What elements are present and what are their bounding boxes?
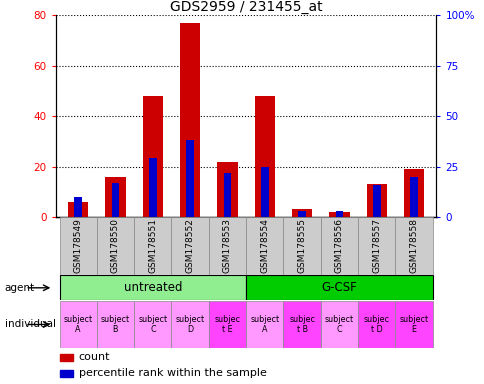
Text: GSM178553: GSM178553 [223,218,231,273]
Text: subject
A: subject A [63,315,92,334]
Text: subject
B: subject B [101,315,130,334]
Text: G-CSF: G-CSF [321,281,357,294]
Bar [329,212,349,217]
Bar [149,159,156,217]
Bar [68,202,88,217]
Bar [97,301,134,348]
Bar [60,275,245,300]
Bar [60,370,73,377]
Bar [357,217,394,275]
Text: GSM178555: GSM178555 [297,218,306,273]
Text: GSM178549: GSM178549 [74,218,82,273]
Bar [366,184,386,217]
Bar [217,162,237,217]
Text: percentile rank within the sample: percentile rank within the sample [78,368,266,378]
Bar [394,301,432,348]
Bar [111,183,119,217]
Bar [134,217,171,275]
Bar [245,275,432,300]
Bar [403,169,424,217]
Text: GSM178552: GSM178552 [185,218,194,273]
Bar [142,96,163,217]
Text: subjec
t D: subjec t D [363,315,389,334]
Bar [245,301,283,348]
Bar [283,217,320,275]
Bar [74,197,82,217]
Text: subject
E: subject E [399,315,428,334]
Text: GSM178551: GSM178551 [148,218,157,273]
Text: GSM178557: GSM178557 [372,218,380,273]
Bar [60,217,97,275]
Bar [209,301,245,348]
Bar [291,209,312,217]
Bar [394,217,432,275]
Bar [209,217,245,275]
Text: untreated: untreated [123,281,182,294]
Text: GSM178550: GSM178550 [111,218,120,273]
Text: subject
A: subject A [250,315,279,334]
Text: individual: individual [5,319,56,329]
Text: GSM178554: GSM178554 [260,218,269,273]
Bar [254,96,274,217]
Bar [320,301,357,348]
Bar [171,301,209,348]
Bar [223,173,231,217]
Bar [60,301,97,348]
Bar [180,23,200,217]
Text: GSM178558: GSM178558 [409,218,418,273]
Bar [409,177,417,217]
Bar [260,167,268,217]
Bar [335,211,343,217]
Bar [245,217,283,275]
Title: GDS2959 / 231455_at: GDS2959 / 231455_at [169,0,322,14]
Bar [60,354,73,361]
Bar [171,217,209,275]
Bar [298,211,305,217]
Bar [134,301,171,348]
Bar [97,217,134,275]
Text: subjec
t E: subjec t E [214,315,240,334]
Text: subject
D: subject D [175,315,204,334]
Text: count: count [78,353,110,362]
Text: subject
C: subject C [324,315,353,334]
Text: subjec
t B: subjec t B [288,315,315,334]
Text: GSM178556: GSM178556 [334,218,343,273]
Bar [320,217,357,275]
Bar [283,301,320,348]
Bar [372,185,380,217]
Bar [186,141,194,217]
Bar [357,301,394,348]
Text: subject
C: subject C [138,315,167,334]
Bar [105,177,125,217]
Text: agent: agent [5,283,35,293]
